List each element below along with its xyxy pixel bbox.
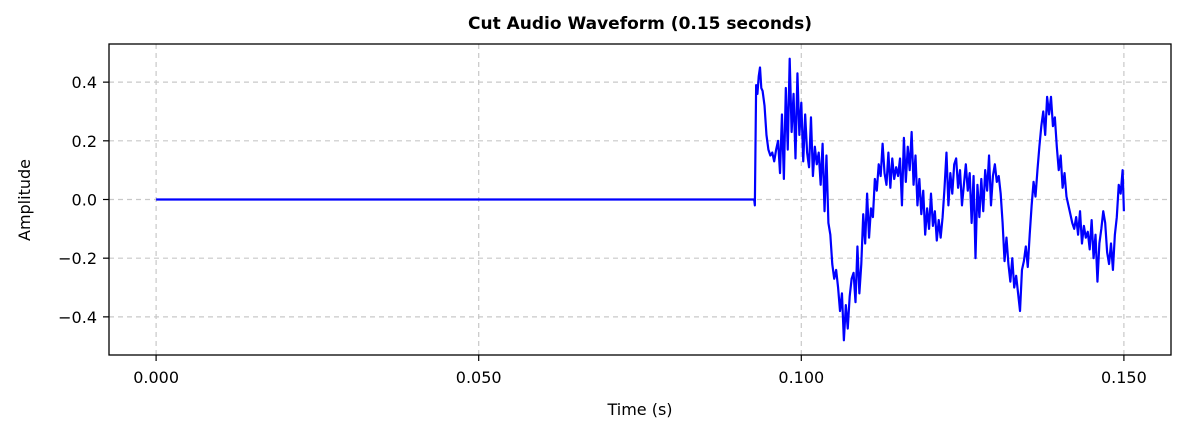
chart-title: Cut Audio Waveform (0.15 seconds)	[468, 14, 812, 34]
x-tick-label: 0.050	[456, 368, 502, 387]
y-tick-label: 0.2	[72, 132, 97, 151]
y-tick-label: −0.2	[58, 249, 97, 268]
y-axis-label: Amplitude	[15, 159, 34, 241]
y-axis: 0.4 0.2 0.0 −0.2 −0.4	[58, 73, 109, 327]
x-axis: 0.000 0.050 0.100 0.150	[133, 355, 1147, 387]
waveform-line	[156, 57, 1125, 342]
y-tick-label: 0.4	[72, 73, 97, 92]
x-tick-label: 0.100	[778, 368, 824, 387]
x-tick-label: 0.150	[1101, 368, 1147, 387]
x-axis-label: Time (s)	[606, 400, 672, 419]
y-tick-label: −0.4	[58, 308, 97, 327]
x-tick-label: 0.000	[133, 368, 179, 387]
y-tick-label: 0.0	[72, 191, 97, 210]
